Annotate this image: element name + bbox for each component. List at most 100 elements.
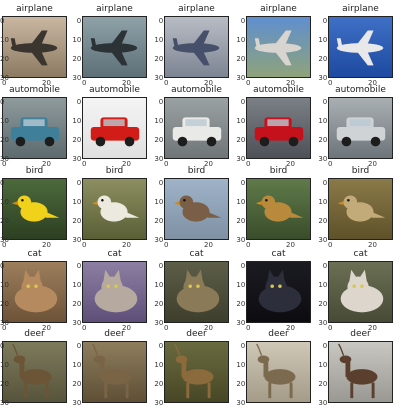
x-tick-label: 0 [246, 324, 251, 332]
y-tick-label: 30 [236, 155, 246, 163]
y-tick-label: 20 [154, 217, 164, 225]
image-title: bird [187, 166, 206, 176]
y-tick-label: 10 [154, 361, 164, 369]
y-tick-label: 10 [236, 198, 246, 206]
y-tick-label: 20 [236, 217, 246, 225]
image-thumbnail-sparrow-on-branch [164, 178, 229, 240]
thumbnail-subject [173, 195, 222, 222]
x-tick-label: 20 [286, 324, 295, 332]
y-tick-label: 0 [158, 17, 164, 25]
x-tick-label: 0 [2, 324, 7, 332]
y-tick-label: 30 [72, 399, 82, 407]
image-title: automobile [89, 85, 140, 95]
y-tick-label: 30 [154, 236, 164, 244]
thumbnail-subject [258, 269, 302, 313]
image-thumbnail-bird-on-feeder [246, 178, 311, 240]
y-tick-label: 30 [72, 155, 82, 163]
image-title: deer [350, 329, 371, 339]
y-tick-label: 30 [72, 74, 82, 82]
image-title: airplane [16, 4, 53, 14]
image-title: automobile [9, 85, 60, 95]
x-tick-label: 0 [82, 160, 87, 168]
y-tick-label: 10 [72, 361, 82, 369]
x-tick-label: 20 [42, 241, 51, 249]
thumbnail-subject [172, 30, 220, 66]
thumbnail-subject [12, 343, 52, 399]
image-title: airplane [342, 4, 379, 14]
y-tick-label: 30 [154, 74, 164, 82]
y-tick-label: 20 [236, 136, 246, 144]
image-thumbnail-wagtail [82, 178, 147, 240]
image-title: bird [25, 166, 44, 176]
y-tick-label: 30 [0, 399, 9, 407]
y-tick-label: 20 [236, 55, 246, 63]
image-thumbnail-deer-5 [328, 341, 393, 403]
y-tick-label: 30 [72, 236, 82, 244]
y-tick-label: 10 [236, 361, 246, 369]
y-tick-label: 30 [236, 319, 246, 327]
y-tick-label: 30 [318, 319, 328, 327]
thumbnail-subject [338, 343, 378, 399]
y-tick-label: 0 [322, 262, 328, 270]
y-tick-label: 0 [240, 17, 246, 25]
image-thumbnail-yellow-chick [2, 178, 67, 240]
x-tick-label: 20 [122, 324, 131, 332]
y-tick-label: 20 [72, 300, 82, 308]
thumbnail-subject [90, 117, 140, 147]
image-thumbnail-deer-3 [164, 341, 229, 403]
x-tick-label: 0 [164, 241, 169, 249]
y-tick-label: 10 [0, 117, 9, 125]
y-tick-label: 0 [76, 179, 82, 187]
x-tick-label: 20 [368, 241, 377, 249]
x-tick-label: 20 [42, 160, 51, 168]
thumbnail-subject [176, 269, 220, 313]
thumbnail-subject [92, 343, 132, 399]
x-tick-label: 0 [246, 160, 251, 168]
y-tick-label: 20 [318, 300, 328, 308]
y-tick-label: 0 [0, 98, 5, 106]
x-tick-label: 0 [328, 79, 333, 87]
y-tick-label: 20 [236, 300, 246, 308]
thumbnail-subject [172, 117, 222, 147]
thumbnail-subject [336, 30, 384, 66]
y-tick-label: 0 [158, 98, 164, 106]
y-tick-label: 0 [0, 17, 5, 25]
y-tick-label: 20 [0, 300, 9, 308]
x-tick-label: 20 [122, 241, 131, 249]
y-tick-label: 20 [318, 55, 328, 63]
thumbnail-subject [90, 30, 138, 66]
image-thumbnail-black-cat [246, 261, 311, 323]
thumbnail-subject [10, 117, 60, 147]
x-tick-label: 20 [204, 241, 213, 249]
y-tick-label: 10 [72, 198, 82, 206]
y-tick-label: 20 [0, 380, 9, 388]
y-tick-label: 30 [0, 236, 9, 244]
y-tick-label: 0 [158, 262, 164, 270]
y-tick-label: 20 [318, 380, 328, 388]
x-tick-label: 20 [368, 160, 377, 168]
y-tick-label: 0 [240, 342, 246, 350]
x-tick-label: 20 [286, 79, 295, 87]
x-tick-label: 20 [204, 324, 213, 332]
y-tick-label: 30 [0, 155, 9, 163]
y-tick-label: 10 [72, 36, 82, 44]
image-title: cat [271, 249, 286, 259]
image-thumbnail-blue-car [2, 97, 67, 159]
x-tick-label: 0 [82, 241, 87, 249]
y-tick-label: 30 [318, 74, 328, 82]
y-tick-label: 30 [154, 399, 164, 407]
y-tick-label: 10 [72, 281, 82, 289]
y-tick-label: 20 [154, 55, 164, 63]
x-tick-label: 20 [42, 324, 51, 332]
image-thumbnail-airplane-ground [2, 16, 67, 78]
y-tick-label: 0 [76, 262, 82, 270]
y-tick-label: 20 [318, 136, 328, 144]
y-tick-label: 20 [318, 217, 328, 225]
thumbnail-subject [255, 195, 304, 222]
y-tick-label: 10 [318, 281, 328, 289]
y-tick-label: 10 [154, 198, 164, 206]
x-tick-label: 0 [328, 241, 333, 249]
y-tick-label: 0 [240, 179, 246, 187]
y-tick-label: 30 [318, 155, 328, 163]
